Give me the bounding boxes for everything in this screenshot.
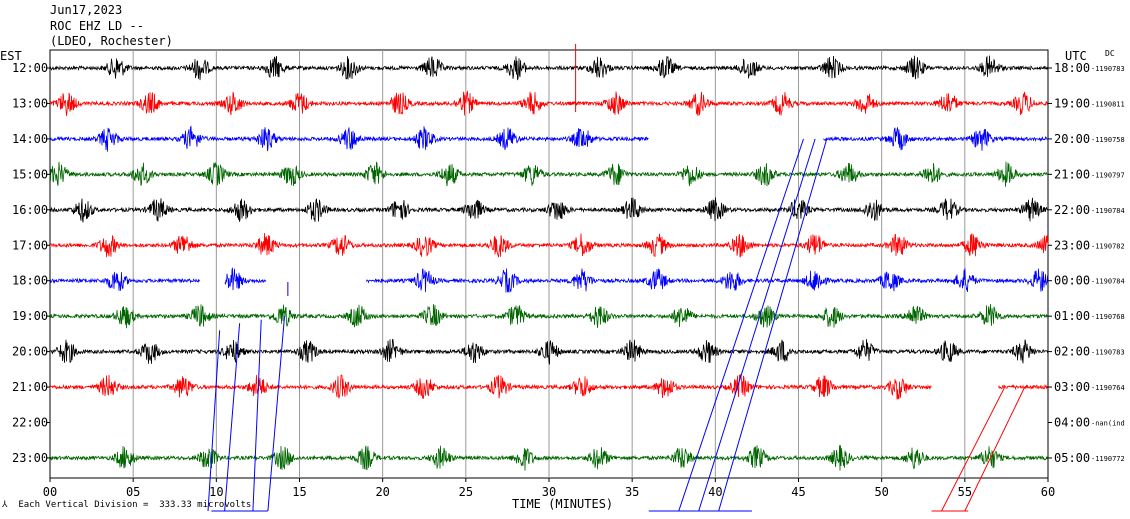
- scale-note-text: Each Vertical Division = 333.33 microvol…: [18, 500, 252, 510]
- header-date: Jun17,2023: [50, 3, 123, 17]
- utc-label-2: 20:00: [1054, 132, 1090, 146]
- est-label-6: 18:00: [12, 274, 48, 288]
- x-tick-label-05: 05: [126, 485, 140, 499]
- dc-offset-1: -1190811: [1091, 100, 1125, 108]
- x-axis-label: TIME (MINUTES): [512, 497, 613, 511]
- est-label-10: 22:00: [12, 416, 48, 430]
- minute-grid: [132, 50, 966, 478]
- trace-row-8: [49, 338, 1049, 366]
- glitch-line-0-2: [252, 319, 262, 512]
- dc-offset-0: -1190783: [1091, 65, 1125, 73]
- scale-note: ⅄ Each Vertical Division = 333.33 microv…: [2, 500, 251, 510]
- trace-row-4: [49, 197, 1049, 223]
- glitch-line-0-1: [224, 323, 241, 512]
- utc-label-7: 01:00: [1054, 309, 1090, 323]
- x-tick-label-50: 50: [874, 485, 888, 499]
- est-label-8: 20:00: [12, 345, 48, 359]
- trace-row-5: [49, 232, 1049, 258]
- dc-offset-8: -1190783: [1091, 349, 1125, 357]
- utc-label-9: 03:00: [1054, 380, 1090, 394]
- dc-offset-11: -1190772: [1091, 455, 1125, 463]
- x-tick-label-40: 40: [708, 485, 722, 499]
- trace-row-2: [49, 125, 1049, 152]
- dc-offset-7: -1190768: [1091, 313, 1125, 321]
- glitch-line-1-0: [678, 138, 804, 512]
- utc-axis-label: UTC: [1065, 49, 1087, 63]
- utc-label-8: 02:00: [1054, 345, 1090, 359]
- utc-label-0: 18:00: [1054, 61, 1090, 75]
- dc-offset-2: -1190758: [1091, 136, 1125, 144]
- scale-symbol-icon: ⅄: [2, 500, 8, 510]
- glitch-line-1-2: [718, 138, 828, 512]
- est-label-7: 19:00: [12, 309, 48, 323]
- x-tick-label-15: 15: [292, 485, 306, 499]
- trace-artifacts: [207, 44, 1026, 512]
- glitch-line-1-1: [698, 138, 816, 512]
- dc-axis-label: DC: [1105, 49, 1115, 58]
- trace-row-1: [49, 90, 1048, 117]
- utc-label-10: 04:00: [1054, 416, 1090, 430]
- est-label-4: 16:00: [12, 203, 48, 217]
- utc-label-6: 00:00: [1054, 274, 1090, 288]
- header-station: ROC EHZ LD --: [50, 19, 144, 33]
- utc-label-3: 21:00: [1054, 167, 1090, 181]
- x-tick-label-60: 60: [1041, 485, 1055, 499]
- trace-row-7: [49, 304, 1049, 329]
- glitch-line-2-0: [941, 386, 1006, 512]
- glitch-line-0-0: [207, 330, 221, 512]
- seismic-traces: [49, 55, 1049, 471]
- est-label-3: 15:00: [12, 167, 48, 181]
- x-tick-label-00: 00: [43, 485, 57, 499]
- x-tick-label-45: 45: [791, 485, 805, 499]
- est-label-11: 23:00: [12, 451, 48, 465]
- x-tick-label-30: 30: [542, 485, 556, 499]
- dc-offset-5: -1190782: [1091, 242, 1125, 250]
- x-tick-label-35: 35: [625, 485, 639, 499]
- utc-label-1: 19:00: [1054, 96, 1090, 110]
- dc-offset-3: -1190797: [1091, 171, 1125, 179]
- utc-label-11: 05:00: [1054, 451, 1090, 465]
- est-label-5: 17:00: [12, 238, 48, 252]
- glitch-line-0-3: [267, 316, 286, 512]
- trace-row-11: [49, 445, 1049, 471]
- dc-offset-4: -1190784: [1091, 207, 1125, 215]
- trace-row-0: [49, 55, 1049, 81]
- trace-row-3: [49, 161, 1049, 187]
- est-axis-label: EST: [0, 49, 22, 63]
- est-label-9: 21:00: [12, 380, 48, 394]
- x-tick-label-25: 25: [459, 485, 473, 499]
- utc-label-4: 22:00: [1054, 203, 1090, 217]
- glitch-line-2-1: [964, 386, 1026, 512]
- x-tick-label-10: 10: [209, 485, 223, 499]
- trace-row-6: [49, 266, 1049, 293]
- est-label-0: 12:00: [12, 61, 48, 75]
- dc-offset-9: -1190764: [1091, 384, 1125, 392]
- x-tick-labels: 00 05 10 15 20 25 30 35 40 45 50 55 60: [43, 478, 1055, 499]
- dc-offset-6: -1190784: [1091, 278, 1125, 286]
- x-tick-label-20: 20: [375, 485, 389, 499]
- est-label-2: 14:00: [12, 132, 48, 146]
- dc-offset-10: -nan(ind: [1091, 420, 1125, 428]
- header-network: (LDEO, Rochester): [50, 34, 173, 48]
- utc-label-5: 23:00: [1054, 238, 1090, 252]
- est-hour-labels: 12:00 13:00 14:00 15:00 16:00 17:00 18:00 19:00…: [12, 61, 50, 465]
- trace-row-9: [49, 374, 1049, 400]
- x-tick-label-55: 55: [958, 485, 972, 499]
- est-label-1: 13:00: [12, 96, 48, 110]
